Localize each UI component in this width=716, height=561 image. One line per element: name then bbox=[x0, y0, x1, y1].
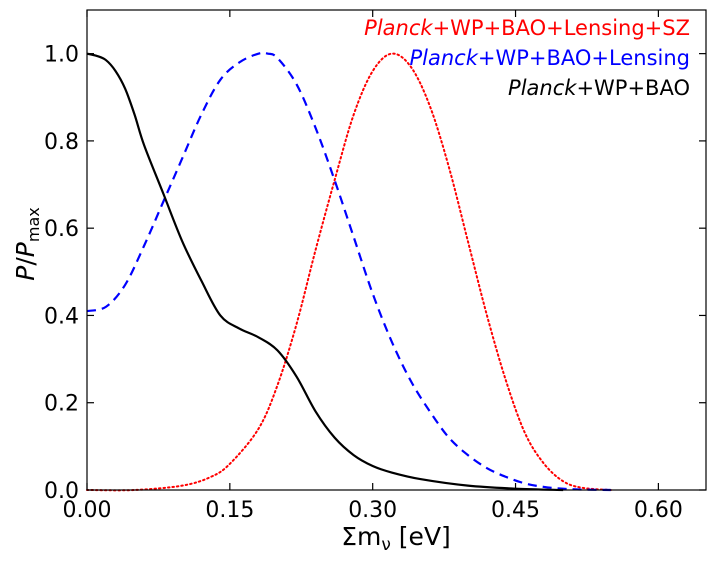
y-tick-label: 0.6 bbox=[44, 217, 79, 242]
tick-layer: 0.00 0.15 0.30 0.45 0.60 0.0 0.2 0.4 0.6 0.8 1.0 bbox=[44, 10, 706, 523]
y-axis-label-denominator-subscript: max bbox=[24, 207, 43, 242]
x-tick-label: 0.30 bbox=[348, 498, 397, 523]
x-axis-label-prefix: Σm bbox=[341, 522, 381, 551]
y-axis-label: P/Pmax bbox=[11, 207, 43, 280]
series-line-planck-wp-bao-lensing-sz bbox=[86, 52, 612, 492]
y-axis-label-main: P bbox=[11, 265, 40, 281]
series-line-planck-wp-bao-lensing bbox=[86, 51, 611, 492]
x-tick-label: 0.60 bbox=[634, 498, 683, 523]
legend: Planck+WP+BAO+Lensing+SZ Planck+WP+BAO+L… bbox=[364, 16, 690, 100]
series-line-planck-wp-bao bbox=[86, 52, 564, 492]
x-axis-label-subscript: ν bbox=[381, 535, 391, 555]
y-tick-label: 0.2 bbox=[44, 392, 79, 417]
y-axis-label-denominator: P bbox=[11, 241, 40, 257]
legend-entry-base-rest: +WP+BAO bbox=[576, 76, 690, 100]
x-tick-label: 0.15 bbox=[205, 498, 254, 523]
x-tick-label: 0.45 bbox=[491, 498, 540, 523]
legend-entry-base-italic: Planck bbox=[508, 76, 577, 100]
y-tick-label: 0.8 bbox=[44, 130, 79, 155]
x-axis-label: Σmν [eV] bbox=[341, 522, 451, 555]
y-tick-label: 0.4 bbox=[44, 304, 79, 329]
y-tick-label: 1.0 bbox=[44, 43, 79, 68]
legend-entry-lensing: Planck+WP+BAO+Lensing bbox=[409, 46, 690, 70]
plot-frame bbox=[86, 9, 707, 491]
legend-entry-lensing-rest: +WP+BAO+Lensing bbox=[478, 46, 690, 70]
legend-entry-lensing-sz-italic: Planck bbox=[364, 16, 433, 40]
y-tick-label: 0.0 bbox=[44, 479, 79, 504]
legend-entry-lensing-italic: Planck bbox=[409, 46, 478, 70]
legend-entry-base: Planck+WP+BAO bbox=[508, 76, 690, 100]
y-axis-label-separator: / bbox=[11, 257, 40, 266]
series-layer bbox=[86, 51, 612, 492]
legend-entry-lensing-sz: Planck+WP+BAO+Lensing+SZ bbox=[364, 16, 690, 40]
x-tick-label: 0.00 bbox=[63, 498, 112, 523]
x-axis-label-suffix: [eV] bbox=[391, 522, 451, 551]
legend-entry-lensing-sz-rest: +WP+BAO+Lensing+SZ bbox=[433, 16, 690, 40]
